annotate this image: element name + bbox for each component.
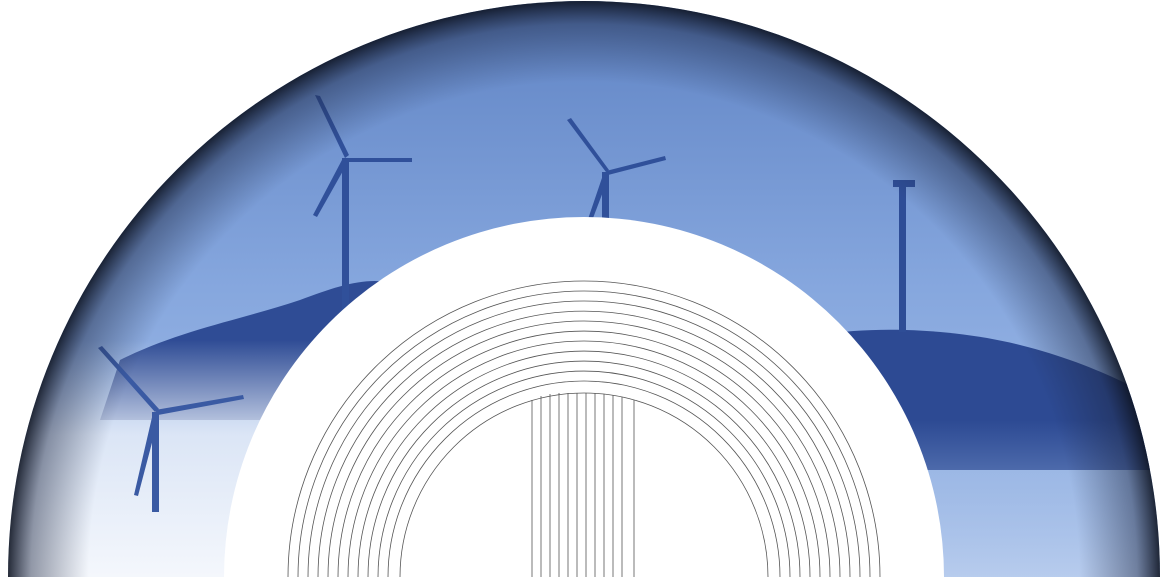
vertical-lines	[531, 393, 635, 577]
arc-lines	[287, 280, 881, 577]
inner-arch	[224, 217, 944, 577]
